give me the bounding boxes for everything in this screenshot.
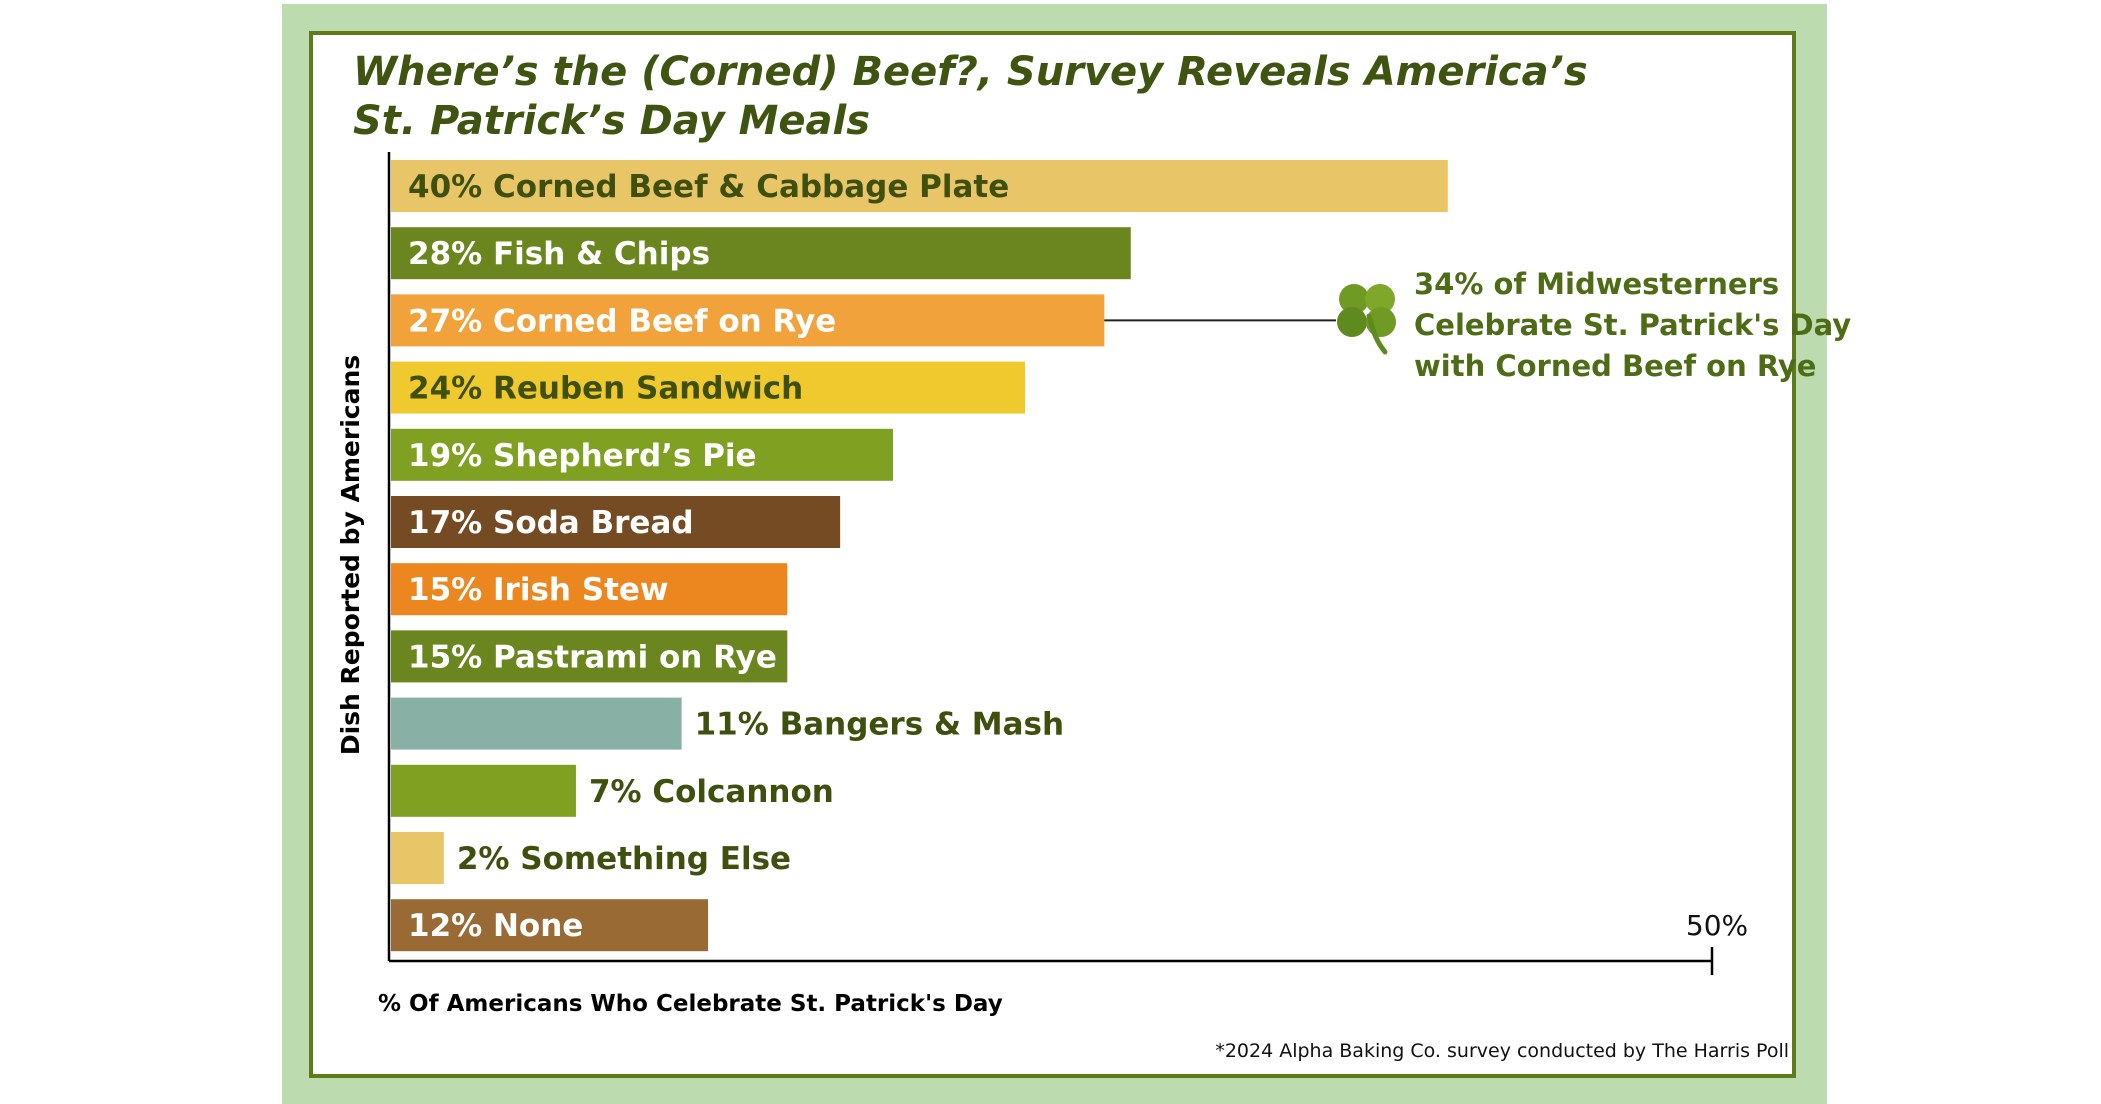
bar-label-5: 19% Shepherd’s Pie bbox=[408, 438, 757, 474]
bar-label-1: 40% Corned Beef & Cabbage Plate bbox=[408, 169, 1009, 205]
y-axis-label: Dish Reported by Americans bbox=[336, 355, 365, 755]
chart-title-line-2: St. Patrick’s Day Meals bbox=[353, 98, 870, 144]
bar-12 bbox=[391, 899, 709, 952]
bar-9 bbox=[391, 697, 682, 750]
shamrock-icon bbox=[1337, 284, 1396, 355]
x-axis-label: % Of Americans Who Celebrate St. Patrick… bbox=[378, 991, 1003, 1017]
bar-5 bbox=[391, 428, 893, 481]
bar-11 bbox=[391, 832, 444, 884]
x-tick-label-50: 50% bbox=[1686, 909, 1748, 942]
bar-2 bbox=[391, 227, 1131, 280]
bar-label-11: 2% Something Else bbox=[457, 841, 791, 877]
bar-label-3: 27% Corned Beef on Rye bbox=[408, 303, 836, 339]
bar-label-8: 15% Pastrami on Rye bbox=[408, 639, 777, 675]
chart-title-line-1: Where’s the (Corned) Beef?, Survey Revea… bbox=[353, 49, 1588, 95]
bar-4 bbox=[391, 361, 1026, 414]
bar-label-9: 11% Bangers & Mash bbox=[695, 707, 1064, 743]
bar-6 bbox=[391, 496, 841, 548]
bar-7 bbox=[391, 563, 788, 616]
bar-label-4: 24% Reuben Sandwich bbox=[408, 371, 803, 407]
annotation-line-3: with Corned Beef on Rye bbox=[1414, 349, 1816, 383]
footnote: *2024 Alpha Baking Co. survey conducted … bbox=[1215, 1040, 1789, 1062]
bar-8 bbox=[391, 630, 788, 683]
bar-label-6: 17% Soda Bread bbox=[408, 505, 694, 541]
bar-10 bbox=[391, 764, 576, 817]
bar-3 bbox=[391, 294, 1105, 347]
bar-label-10: 7% Colcannon bbox=[589, 774, 834, 810]
bar-label-7: 15% Irish Stew bbox=[408, 572, 669, 608]
annotation-line-1: 34% of Midwesterners bbox=[1414, 267, 1779, 301]
bars-group: 40% Corned Beef & Cabbage Plate 28% Fish … bbox=[391, 160, 1448, 952]
bar-label-2: 28% Fish & Chips bbox=[408, 236, 710, 272]
bar-label-12: 12% None bbox=[408, 908, 583, 944]
annotation-line-2: Celebrate St. Patrick's Day bbox=[1414, 308, 1851, 342]
bar-1 bbox=[391, 160, 1448, 212]
